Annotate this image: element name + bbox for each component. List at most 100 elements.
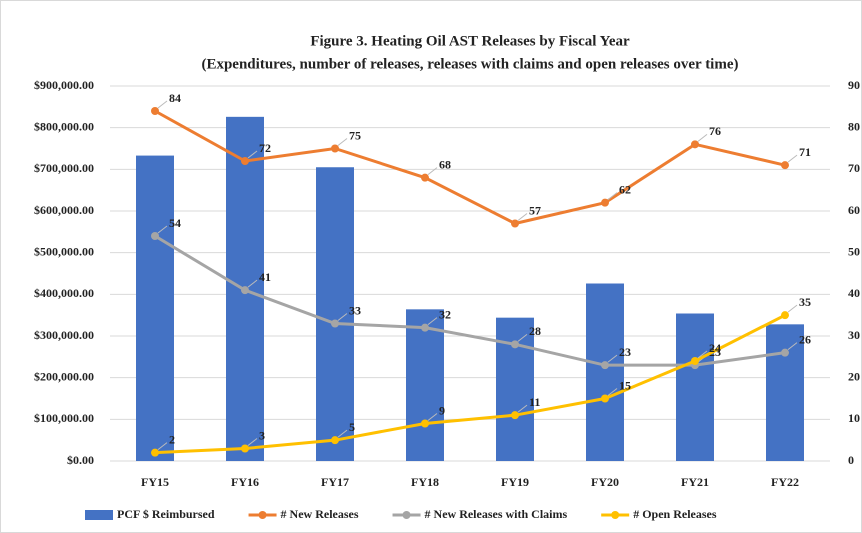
data-label: 54 [169,216,181,230]
y-tick-label: $900,000.00 [34,78,94,92]
line [154,234,786,367]
y-tick-label: $800,000.00 [34,119,94,133]
marker [511,411,519,420]
marker [691,140,699,149]
leader-line [787,154,798,163]
y2-tick-label: 60 [848,203,860,217]
data-label: 68 [439,157,451,171]
x-tick-label: FY21 [681,475,709,489]
leader-line [427,317,438,326]
data-label: 28 [529,324,541,338]
legend-label: PCF $ Reimbursed [117,507,215,521]
leader-line [337,313,348,321]
leader-line [337,138,348,146]
marker [241,157,249,165]
data-label: 57 [529,203,541,217]
y2-tick-label: 70 [848,161,860,175]
leader-line [607,354,618,363]
y-tick-label: $200,000.00 [34,369,94,383]
bar [406,309,444,461]
x-tick-label: FY18 [411,475,439,489]
marker [511,340,519,349]
leader-line [157,100,168,109]
data-label: 24 [709,341,721,355]
legend-marker [258,511,267,519]
leader-line [517,404,528,413]
data-label: 11 [529,395,540,409]
leader-line [247,279,258,288]
marker [421,419,429,428]
y-tick-label: $0.00 [67,453,94,467]
marker [601,394,609,403]
data-label: 72 [259,141,271,155]
leader-line [427,413,438,421]
marker [691,357,699,365]
legend-marker [402,511,411,519]
marker [781,348,789,357]
marker [151,232,159,240]
bar [586,283,624,461]
data-label: 3 [259,428,265,442]
marker [331,144,339,153]
leader-line [247,438,258,446]
legend-label: # New Releases with Claims [425,507,568,521]
marker [331,436,339,445]
data-label: 23 [619,345,631,359]
data-label: 75 [349,128,361,142]
y-tick-label: $400,000.00 [34,286,94,300]
y-tick-label: $100,000.00 [34,411,94,425]
marker [781,311,789,320]
marker [151,107,159,115]
legend-label: # Open Releases [633,507,717,521]
marker [241,286,249,295]
bar [136,155,174,462]
leader-line [247,150,258,159]
bar [766,324,804,461]
legend-label: # New Releases [281,507,359,521]
data-label: 35 [799,295,811,309]
data-label: 62 [619,182,631,196]
leader-line [787,304,798,313]
marker [511,219,519,228]
leader-line [337,429,348,438]
leader-line [607,388,618,396]
leader-line [157,225,168,234]
data-label: 15 [619,378,631,392]
x-tick-label: FY15 [141,475,169,489]
data-label: 5 [349,420,355,434]
data-label: 71 [799,145,811,159]
marker [241,444,249,453]
marker [331,319,339,328]
leader-line [787,342,798,351]
leader-line [427,167,438,176]
y-tick-label: $300,000.00 [34,328,94,342]
data-label: 84 [169,91,181,105]
marker [421,173,429,182]
leader-line [517,333,528,342]
leader-line [697,133,708,142]
data-label: 2 [169,432,175,446]
data-label: 26 [799,332,811,346]
y-tick-label: $500,000.00 [34,244,94,258]
y2-tick-label: 20 [848,369,860,383]
y2-tick-label: 90 [848,78,860,92]
bar [676,313,714,461]
marker [601,198,609,207]
bar [496,317,534,461]
legend-marker [611,511,620,519]
marker [151,448,159,457]
leader-line [157,442,168,451]
data-label: 41 [259,270,271,284]
x-tick-label: FY22 [771,475,799,489]
x-tick-label: FY17 [321,475,349,489]
leader-line [517,213,528,221]
data-label: 33 [349,303,361,317]
chart-subtitle: (Expenditures, number of releases, relea… [201,56,738,72]
marker [781,161,789,170]
legend-swatch [85,510,113,520]
y2-tick-label: 30 [848,328,860,342]
data-label: 76 [709,124,721,138]
chart-title: Figure 3. Heating Oil AST Releases by Fi… [310,33,630,49]
y-tick-label: $700,000.00 [34,161,94,175]
